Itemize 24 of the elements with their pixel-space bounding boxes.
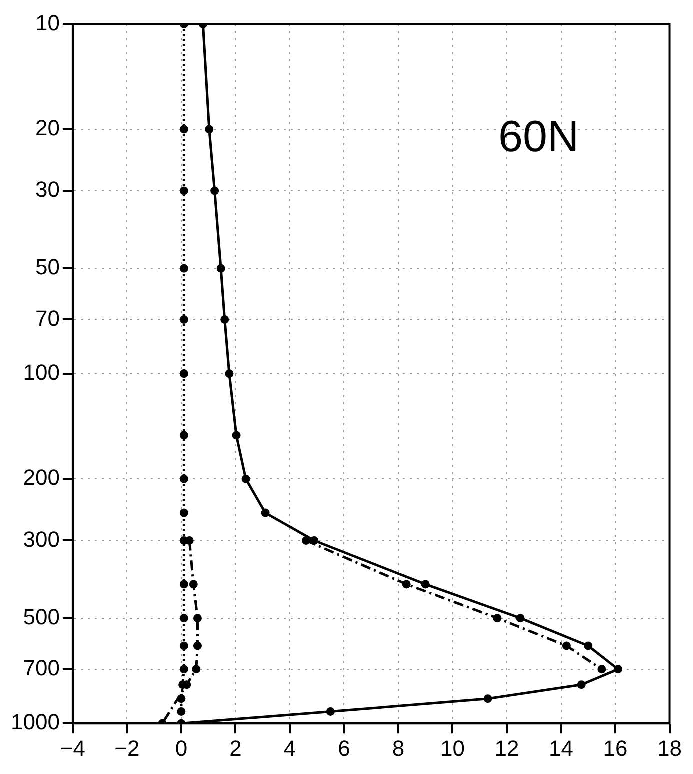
- x-tick-label: 16: [603, 736, 628, 761]
- y-tick-label: 1000: [10, 710, 60, 735]
- x-tick-label: 2: [230, 736, 242, 761]
- x-tick-label: 12: [494, 736, 520, 761]
- annotation: 60N: [498, 112, 580, 162]
- y-tick-label: 300: [23, 526, 60, 552]
- y-tick-label: 70: [35, 306, 60, 331]
- x-tick-label: 18: [658, 736, 682, 761]
- y-tick-label: 200: [23, 465, 60, 490]
- y-tick-label: 30: [35, 177, 60, 202]
- y-tick-label: 20: [35, 116, 60, 141]
- x-tick-label: 4: [284, 736, 296, 761]
- x-tick-label: 10: [440, 736, 465, 761]
- x-tick-label: −4: [60, 736, 86, 761]
- x-tick-label: 8: [392, 736, 405, 761]
- x-tick-label: 14: [549, 736, 574, 761]
- y-tick-label: 50: [35, 254, 60, 280]
- y-tick-label: 700: [23, 655, 60, 680]
- x-tick-label: 6: [338, 736, 350, 761]
- y-tick-label: 500: [23, 604, 60, 630]
- y-tick-label: 10: [35, 10, 60, 36]
- y-tick-label: 100: [23, 360, 60, 385]
- x-tick-label: −2: [114, 736, 140, 761]
- x-tick-label: 0: [175, 736, 188, 761]
